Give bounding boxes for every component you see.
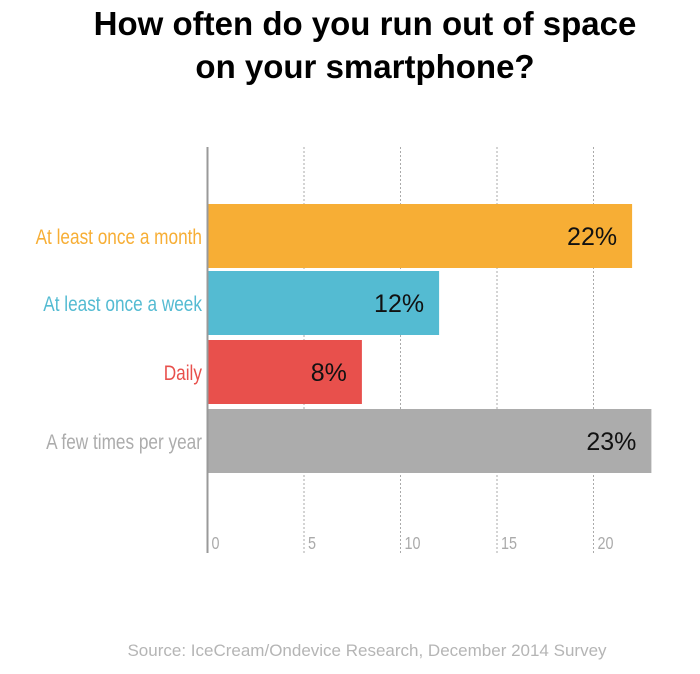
chart-title-line-2: on your smartphone?	[195, 48, 535, 85]
category-label: Daily	[164, 363, 203, 386]
x-tick-label: 0	[212, 534, 220, 554]
chart-title: How often do you run out of space on you…	[0, 2, 700, 88]
bar	[208, 204, 633, 268]
category-label: At least once a month	[36, 227, 202, 250]
bar-value-label: 22%	[567, 223, 617, 251]
source-note: Source: IceCream/Ondevice Research, Dece…	[127, 641, 607, 660]
bar-value-label: 8%	[311, 359, 347, 387]
category-label: A few times per year	[46, 432, 202, 455]
x-tick-label: 5	[308, 534, 316, 554]
x-tick-label: 10	[405, 534, 421, 554]
bar	[208, 409, 652, 473]
chart-title-line-1: How often do you run out of space	[93, 5, 637, 42]
x-tick-labels: 0 5 10 15 20	[212, 534, 614, 554]
bar-value-label: 23%	[586, 428, 636, 456]
bars: 22% At least once a month 12% At least once…	[36, 204, 652, 473]
bar	[208, 271, 440, 335]
bar	[208, 340, 362, 404]
bar-value-label: 12%	[374, 290, 424, 318]
category-label: At least once a week	[43, 294, 202, 317]
x-tick-label: 15	[501, 534, 517, 554]
x-tick-label: 20	[598, 534, 614, 554]
